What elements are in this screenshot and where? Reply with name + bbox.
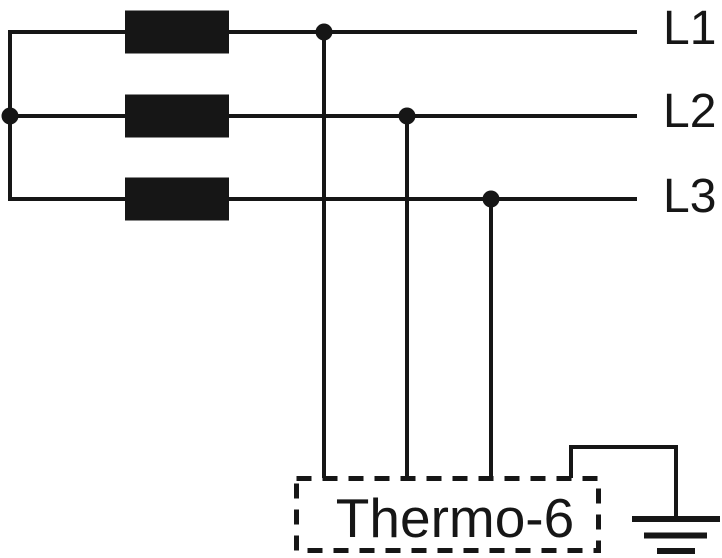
junction-dot-l2 [398,107,416,125]
thermo-device-label: Thermo-6 [336,487,574,549]
phase-label-l3: L3 [663,170,716,223]
ground-wire [569,445,678,519]
junction-dot-l1 [315,23,333,41]
fuse-symbol-l3 [125,177,229,221]
phase-label-l2: L2 [663,85,716,138]
thermo-device-box [294,476,601,553]
junction-dot-l3 [482,190,500,208]
phase-label-l1: L1 [663,2,716,55]
fuse-symbol-l2 [125,94,229,138]
earth-ground-icon [632,516,720,554]
fuse-symbol-l1 [125,10,229,54]
junction-dot-bus-l2 [1,107,19,125]
